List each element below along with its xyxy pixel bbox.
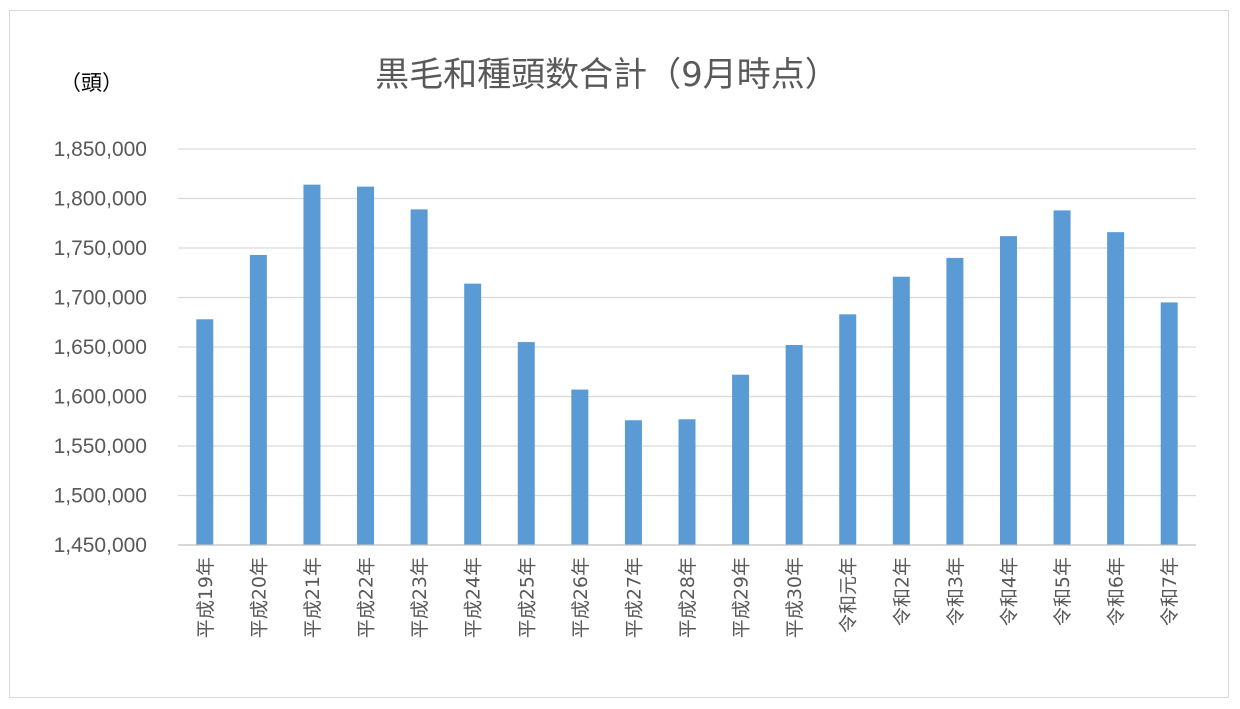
bar <box>1160 302 1178 545</box>
x-tick-label: 令和7年 <box>1159 557 1181 626</box>
y-tick-label: 1,450,000 <box>54 534 147 557</box>
gridlines <box>178 148 1196 497</box>
y-tick-label: 1,850,000 <box>54 138 147 161</box>
bar <box>571 389 589 545</box>
x-tick-label: 平成22年 <box>356 557 378 638</box>
x-tick-label: 平成20年 <box>248 557 270 638</box>
y-axis-ticks: 1,450,000 1,500,000 1,550,000 1,600,000 1,65… <box>54 138 147 557</box>
chart-title: 黒毛和種頭数合計（9月時点） <box>375 55 839 95</box>
bar <box>249 254 267 545</box>
y-unit-label: （頭） <box>60 71 123 95</box>
bar <box>624 420 642 545</box>
bar <box>1107 232 1125 545</box>
x-tick-label: 令和2年 <box>891 557 913 626</box>
bar <box>839 314 857 545</box>
bar <box>678 419 696 545</box>
x-tick-label: 令和6年 <box>1106 557 1128 626</box>
y-tick-label: 1,600,000 <box>54 386 147 409</box>
x-tick-label: 平成27年 <box>623 557 645 638</box>
x-tick-label: 平成24年 <box>463 557 485 638</box>
y-tick-label: 1,550,000 <box>54 435 147 458</box>
x-tick-label: 平成21年 <box>302 557 324 638</box>
x-tick-label: 平成23年 <box>409 557 431 638</box>
x-tick-label: 令和4年 <box>998 557 1020 626</box>
x-tick-label: 平成28年 <box>677 557 699 638</box>
bar <box>732 374 750 545</box>
x-axis-ticks: 平成19年 平成20年 平成21年 平成22年 平成23年 平成24年 平成25年 平成26年… <box>195 557 1181 638</box>
bar <box>892 276 910 545</box>
bar <box>785 345 803 545</box>
x-tick-label: 令和3年 <box>945 557 967 626</box>
bar <box>196 319 214 545</box>
x-tick-label: 平成29年 <box>731 557 753 638</box>
y-tick-label: 1,500,000 <box>54 485 147 508</box>
y-tick-label: 1,750,000 <box>54 237 147 260</box>
y-tick-label: 1,700,000 <box>54 287 147 310</box>
y-tick-label: 1,800,000 <box>54 188 147 211</box>
bar <box>999 236 1017 545</box>
bar <box>517 342 535 545</box>
y-tick-label: 1,650,000 <box>54 336 147 359</box>
x-tick-label: 令和5年 <box>1052 557 1074 626</box>
bar <box>303 184 321 545</box>
bars <box>196 184 1178 545</box>
x-tick-label: 令和元年 <box>838 557 860 633</box>
bar <box>946 257 964 545</box>
bar <box>357 186 375 545</box>
x-tick-label: 平成19年 <box>195 557 217 638</box>
x-tick-label: 平成26年 <box>570 557 592 638</box>
bar <box>1053 210 1071 545</box>
x-tick-label: 平成30年 <box>784 557 806 638</box>
bar <box>410 209 428 545</box>
x-tick-label: 平成25年 <box>516 557 538 638</box>
bar <box>464 283 482 545</box>
